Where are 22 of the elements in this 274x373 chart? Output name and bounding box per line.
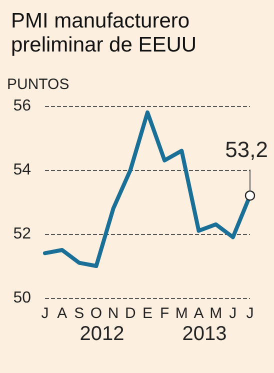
x-tick-label: N [108,305,119,322]
x-tick-label: M [210,305,222,322]
x-tick-label: E [142,305,153,322]
x-tick-label: J [246,305,254,322]
y-tick-label: 56 [13,98,32,114]
x-tick-label: J [41,305,49,322]
x-tick-label: D [124,305,136,322]
x-tick-label: S [74,305,84,322]
text: 2012 [80,323,124,345]
text: 2013 [182,323,227,345]
data-label: 53,2 [225,137,268,162]
x-tick-label: F [160,305,170,322]
x-tick-label: A [194,305,204,322]
x-tick-label: O [90,305,102,322]
x-tick-label: M [175,305,188,322]
y-tick-label: 54 [13,162,32,178]
x-tick-label: J [229,305,237,322]
y-tick-label: 52 [13,226,32,242]
y-tick-label: 50 [13,290,32,306]
x-tick-label: A [57,305,68,322]
y-axis-title: PUNTOS [7,76,70,93]
chart-title: PMI manufacturero preliminar de EEUU [11,10,197,56]
